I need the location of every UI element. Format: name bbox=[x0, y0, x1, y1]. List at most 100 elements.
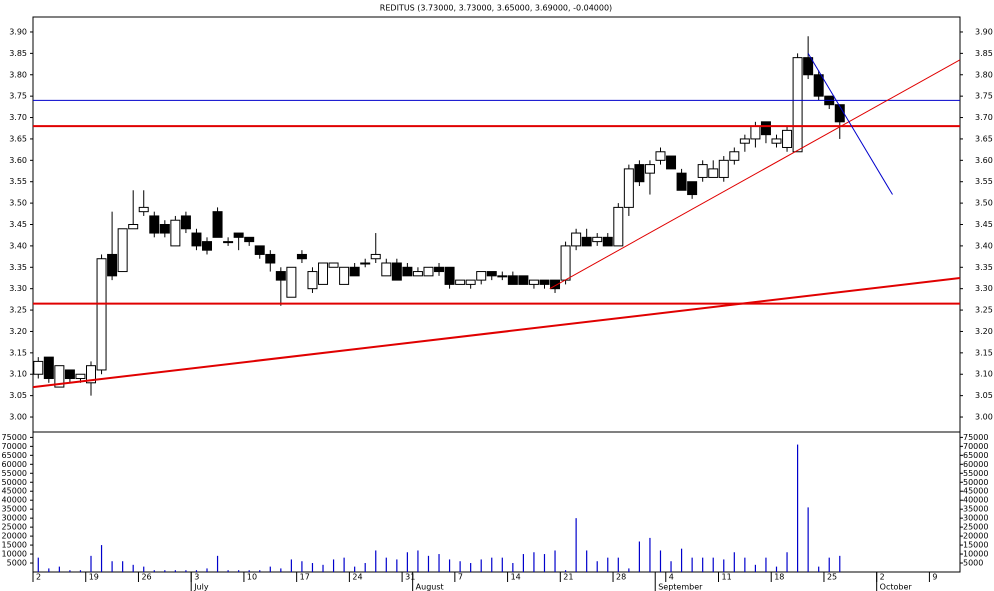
candle-body bbox=[634, 164, 645, 183]
candle-body bbox=[275, 271, 286, 281]
y-tick-label: 3.50 bbox=[9, 199, 27, 208]
volume-tick-label: 40000 bbox=[2, 496, 27, 505]
y-tick-label-right: 3.35 bbox=[975, 263, 993, 272]
plot-frame bbox=[32, 16, 961, 573]
candle-body bbox=[96, 258, 107, 371]
volume-tick-label: 75000 bbox=[2, 433, 27, 442]
candle-body bbox=[349, 266, 360, 277]
y-tick-label: 3.15 bbox=[9, 348, 27, 357]
x-tick-label: 3 bbox=[194, 573, 199, 582]
y-tick-label-right: 3.15 bbox=[975, 348, 993, 357]
candle-body bbox=[402, 266, 413, 277]
candle-body bbox=[434, 266, 445, 273]
candle-body bbox=[412, 271, 423, 277]
candle-body bbox=[107, 253, 118, 277]
volume-tick-label-right: 60000 bbox=[963, 460, 988, 469]
y-tick-label-right: 3.60 bbox=[975, 156, 993, 165]
volume-tick-label-right: 65000 bbox=[963, 451, 988, 460]
candle-body bbox=[286, 266, 297, 298]
y-tick-label: 3.90 bbox=[9, 27, 27, 36]
x-tick-label: 31 bbox=[405, 573, 415, 582]
candle-body bbox=[718, 159, 729, 178]
volume-tick-label: 10000 bbox=[2, 550, 27, 559]
candle-body bbox=[75, 373, 86, 380]
candle-body bbox=[244, 236, 255, 243]
y-tick-label-right: 3.85 bbox=[975, 49, 993, 58]
candle-body bbox=[571, 232, 582, 247]
x-tick-label: 9 bbox=[932, 573, 937, 582]
candle-body bbox=[33, 360, 44, 375]
candle-body bbox=[476, 271, 487, 281]
volume-tick-label-right: 50000 bbox=[963, 478, 988, 487]
candle-body bbox=[159, 224, 170, 234]
x-tick-label: 17 bbox=[300, 573, 310, 582]
y-tick-label-right: 3.65 bbox=[975, 134, 993, 143]
candle-body bbox=[792, 57, 803, 153]
candle-body bbox=[687, 181, 698, 196]
candle-body bbox=[782, 129, 793, 148]
candle-body bbox=[644, 164, 655, 174]
y-tick-label: 3.00 bbox=[9, 413, 27, 422]
y-tick-label: 3.20 bbox=[9, 327, 27, 336]
volume-tick-label: 20000 bbox=[2, 532, 27, 541]
candle-body bbox=[613, 206, 624, 247]
candle-body bbox=[750, 125, 761, 140]
x-tick-label: 14 bbox=[511, 573, 521, 582]
volume-tick-label: 55000 bbox=[2, 469, 27, 478]
candle-body bbox=[86, 365, 97, 384]
x-tick-label: 11 bbox=[721, 573, 731, 582]
volume-tick-label-right: 20000 bbox=[963, 532, 988, 541]
y-tick-label-right: 3.30 bbox=[975, 284, 993, 293]
candle-body bbox=[623, 168, 634, 208]
trendline bbox=[32, 276, 961, 389]
candle-body bbox=[581, 236, 592, 247]
candle-body bbox=[128, 224, 139, 230]
candle-body bbox=[64, 369, 75, 380]
y-tick-label: 3.45 bbox=[9, 220, 27, 229]
volume-tick-label: 15000 bbox=[2, 541, 27, 550]
volume-tick-label-right: 15000 bbox=[963, 541, 988, 550]
x-tick-label: 26 bbox=[141, 573, 151, 582]
candle-body bbox=[307, 271, 318, 290]
y-tick-label: 3.05 bbox=[9, 391, 27, 400]
candle-body bbox=[170, 219, 181, 247]
trendline bbox=[549, 59, 961, 290]
y-tick-label-right: 3.40 bbox=[975, 241, 993, 250]
candle-body bbox=[54, 365, 65, 388]
candle-body bbox=[254, 245, 265, 255]
volume-tick-label-right: 35000 bbox=[963, 505, 988, 514]
volume-tick-label: 5000 bbox=[7, 559, 27, 568]
candle-body bbox=[676, 172, 687, 191]
y-tick-label-right: 3.80 bbox=[975, 70, 993, 79]
volume-tick-label-right: 5000 bbox=[963, 559, 983, 568]
candle-body bbox=[518, 275, 529, 285]
volume-tick-label-right: 10000 bbox=[963, 550, 988, 559]
y-tick-label: 3.55 bbox=[9, 177, 27, 186]
y-tick-label: 3.10 bbox=[9, 370, 27, 379]
volume-tick-label-right: 40000 bbox=[963, 496, 988, 505]
candle-body bbox=[202, 241, 213, 251]
candle-body bbox=[212, 211, 223, 238]
candle-body bbox=[803, 57, 814, 76]
volume-tick-label-right: 30000 bbox=[963, 514, 988, 523]
candle-body bbox=[729, 151, 740, 161]
x-tick-label: 28 bbox=[616, 573, 626, 582]
candle-body bbox=[370, 253, 381, 260]
volume-tick-label-right: 25000 bbox=[963, 523, 988, 532]
volume-tick-label-right: 75000 bbox=[963, 433, 988, 442]
x-tick-label: 7 bbox=[458, 573, 463, 582]
y-tick-label-right: 3.70 bbox=[975, 113, 993, 122]
y-tick-label: 3.80 bbox=[9, 70, 27, 79]
candle-body bbox=[223, 241, 234, 244]
candle-body bbox=[539, 279, 550, 285]
month-label: July bbox=[193, 583, 209, 591]
chart-title: REDITUS (3.73000, 3.73000, 3.65000, 3.69… bbox=[380, 4, 612, 13]
x-tick-label: 21 bbox=[563, 573, 573, 582]
x-tick-label: 4 bbox=[669, 573, 674, 582]
y-tick-label-right: 3.45 bbox=[975, 220, 993, 229]
candle-body bbox=[708, 168, 719, 178]
volume-tick-label-right: 55000 bbox=[963, 469, 988, 478]
candle-body bbox=[318, 262, 329, 285]
y-tick-label: 3.70 bbox=[9, 113, 27, 122]
